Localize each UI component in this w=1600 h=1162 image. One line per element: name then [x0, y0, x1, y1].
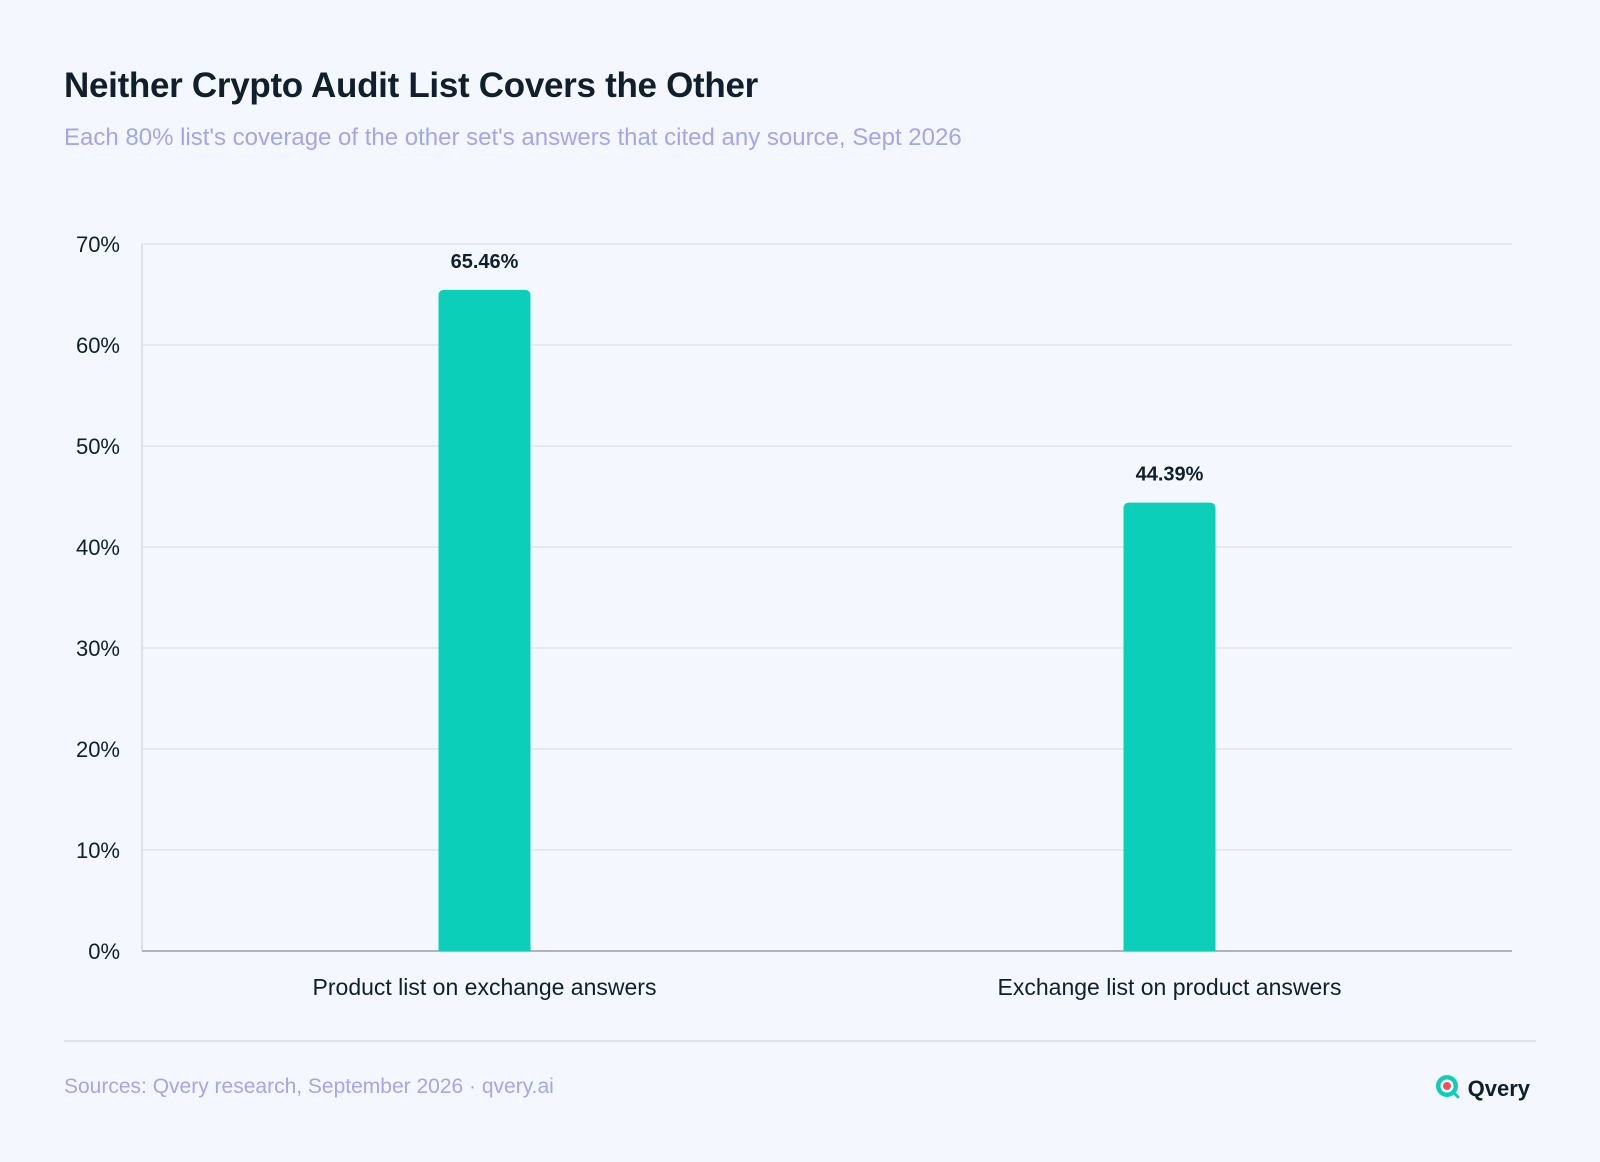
y-tick-label: 0% [88, 939, 120, 964]
y-tick-label: 50% [76, 434, 120, 459]
chart-subtitle: Each 80% list's coverage of the other se… [64, 124, 962, 151]
y-tick-label: 10% [76, 838, 120, 863]
source-note: Sources: Qvery research, September 2026 … [64, 1075, 554, 1098]
chart-title: Neither Crypto Audit List Covers the Oth… [64, 66, 758, 105]
qvery-logo-icon [1434, 1073, 1460, 1104]
y-tick-label: 20% [76, 737, 120, 762]
footer-divider [64, 1040, 1536, 1042]
bar-chart: 0% 10% 20% 30% 40% 50% 60% 70% 65.46% Product lis… [76, 232, 1512, 1000]
bar [1123, 502, 1216, 951]
brand-name: Qvery [1467, 1075, 1530, 1101]
bar-value-label: 44.39% [1136, 464, 1204, 486]
bar [438, 289, 531, 951]
brand: Qvery [1434, 1073, 1530, 1104]
y-tick-label: 30% [76, 636, 120, 661]
x-category-label: Product list on exchange answers [313, 974, 657, 1000]
x-category-label: Exchange list on product answers [998, 974, 1342, 1000]
y-tick-label: 40% [76, 535, 120, 560]
y-tick-label: 70% [76, 232, 120, 257]
y-tick-label: 60% [76, 333, 120, 358]
bar-value-label: 65.46% [451, 251, 519, 273]
